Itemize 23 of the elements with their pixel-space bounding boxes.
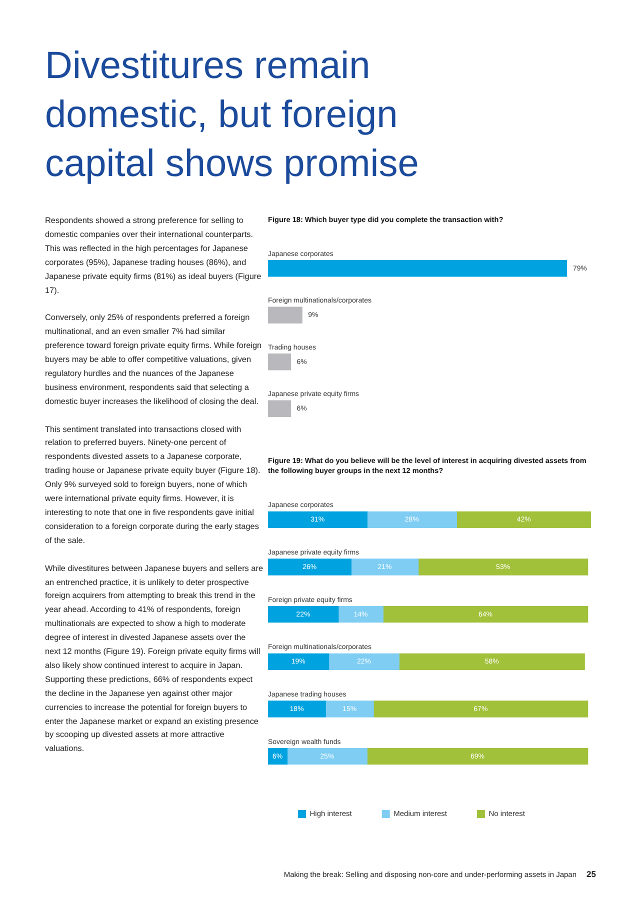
text: 25 [586, 869, 596, 879]
bar [366, 511, 458, 528]
text: Divestitures remain domestic, but foreign capital shows promise [45, 44, 420, 187]
bar [350, 558, 419, 576]
text: While divestitures between Japanese buyers and sellers are an entrenched practice, it is unlikely to deter prospective foreign acquirers from attempting to break this trend in the year ahead. According to 41% of respondents, foreign multinationals are expected to show a high to moderate degree of interest in divested Japanese assets over the next 12 months (Figure 19). Foreign private equity firms will also likely show continued interest to acquire in Japan. Supporting these predictions, 66% of respondents expect the decline in the Japanese yen against other major currencies to increase the potential for foreign buyers to enter the Japanese market or expand an existing presence by scooping up divested assets at more attractive valuations. [45, 564, 263, 754]
bar [268, 606, 339, 623]
bar [325, 700, 374, 718]
bar [456, 511, 591, 528]
bar [268, 558, 352, 576]
bar [338, 606, 384, 623]
bar [382, 606, 588, 623]
bar [286, 748, 368, 765]
bar [418, 558, 588, 576]
text: Conversely, only 25% of respondents preferred a foreign multinational, and an even smaller 7% had similar preference toward foreign private equity firms. While foreign buyers may be able to offer competitive valuations, given regulatory hurdles and the nuances of the Japanese business environment, respondents said that selecting a domestic buyer increases the likelihood of closing the deal. [45, 312, 263, 408]
text: Respondents showed a strong preference for selling to domestic companies over their international counterparts. This was reflected in the high percentages for Japanese corporates (95%), Japanese trading houses (86%), and Japanese private equity firms (81%) as ideal buyers (Figure 17). [45, 215, 262, 297]
bar [268, 511, 368, 528]
bar [373, 700, 588, 718]
bar [398, 653, 585, 670]
bar [268, 700, 326, 718]
bar [328, 653, 400, 670]
bar [366, 748, 588, 765]
text: This sentiment translated into transactions closed with relation to preferred buyers. Ninety-one percent of respondents divested assets to a Japanese corporate, trading house or Japanese private equity buyer (Figure 18). Only 9% surveyed sold to foreign buyers, none of which were international private equity firms. However, it is interesting to note that one in five respondents gave initial consideration to a foreign corporate during the early stages of the sale. [45, 424, 260, 545]
bar [268, 653, 330, 670]
